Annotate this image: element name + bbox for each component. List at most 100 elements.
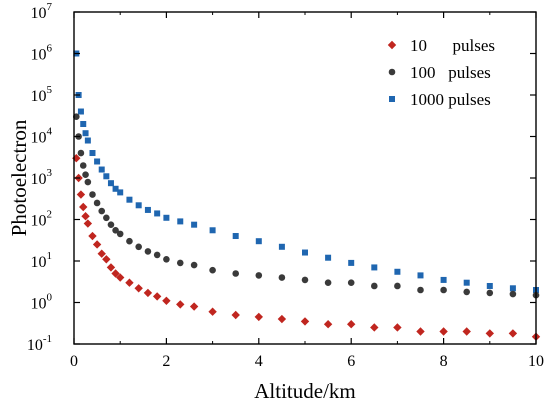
y-tick-base: 10 <box>31 254 47 271</box>
x-tick-label: 8 <box>440 353 448 370</box>
y-tick-base: 10 <box>31 47 47 64</box>
data-point-circle <box>103 214 110 222</box>
y-tick-exponent: 4 <box>47 126 53 138</box>
data-point-circle <box>116 230 124 238</box>
y-tick-label: 102 <box>31 209 53 230</box>
y-tick-base: 10 <box>31 88 47 105</box>
data-point-diamond <box>485 329 494 338</box>
y-tick-label: 101 <box>31 250 53 271</box>
data-point-circle <box>126 237 133 245</box>
y-tick-base: 10 <box>31 213 47 230</box>
data-point-diamond <box>152 292 162 301</box>
x-axis-title: Altitude/km <box>254 379 356 403</box>
data-point-diamond <box>76 190 86 199</box>
data-point-square <box>463 279 470 286</box>
data-point-circle <box>255 272 263 279</box>
data-point-circle <box>112 226 119 234</box>
data-point-square <box>278 243 285 250</box>
legend-marker-circle <box>388 68 396 76</box>
data-point-circle <box>486 289 494 297</box>
data-point-diamond <box>81 212 90 221</box>
data-point-circle <box>163 255 170 263</box>
data-point-circle <box>77 149 85 157</box>
data-marks <box>72 50 541 341</box>
data-point-square <box>84 137 91 144</box>
data-point-circle <box>371 282 378 290</box>
data-point-circle <box>463 288 471 296</box>
y-tick-label: 103 <box>31 167 53 188</box>
data-point-square <box>509 285 516 292</box>
y-tick-base: 10 <box>27 337 43 354</box>
y-tick-exponent: 0 <box>47 292 53 304</box>
y-tick-base: 10 <box>31 171 47 188</box>
data-point-square <box>89 150 96 157</box>
data-point-circle <box>347 279 355 286</box>
y-tick-label: 106 <box>31 43 53 64</box>
x-tick-label: 0 <box>70 353 78 370</box>
x-tick-label: 2 <box>162 353 170 370</box>
x-tick-label: 4 <box>255 353 263 370</box>
data-point-square <box>302 249 308 256</box>
y-tick-base: 10 <box>31 296 47 313</box>
data-point-circle <box>89 191 96 198</box>
y-tick-exponent: 6 <box>47 43 53 55</box>
data-point-diamond <box>277 314 287 324</box>
y-tick-exponent: -1 <box>43 333 52 345</box>
data-point-diamond <box>143 288 153 298</box>
y-tick-label: 10-1 <box>27 333 52 354</box>
data-point-circle <box>144 248 152 255</box>
data-point-square <box>209 227 216 234</box>
legend-label: 10 pulses <box>410 36 495 55</box>
data-point-circle <box>176 259 184 267</box>
data-point-diamond <box>231 310 240 320</box>
y-tick-label: 105 <box>31 84 53 105</box>
data-point-diamond <box>92 240 102 249</box>
data-point-square <box>371 264 378 271</box>
data-point-square <box>94 158 101 165</box>
data-point-diamond <box>176 300 185 309</box>
y-tick-label: 107 <box>31 1 53 22</box>
data-point-diamond <box>83 219 93 228</box>
legend-marker-square <box>389 96 395 102</box>
data-point-square <box>417 272 424 279</box>
series-diamond-points <box>72 153 541 341</box>
y-tick-exponent: 5 <box>47 84 53 96</box>
legend-marker-diamond <box>387 40 397 50</box>
data-point-circle <box>278 274 286 281</box>
data-point-diamond <box>347 319 356 329</box>
data-point-circle <box>301 276 309 284</box>
series-square-points <box>73 50 539 294</box>
y-tick-label: 104 <box>31 126 53 147</box>
y-tick-exponent: 3 <box>47 167 53 179</box>
data-point-circle <box>84 178 92 186</box>
y-axis-title: Photoelectron <box>7 119 31 236</box>
data-point-square <box>154 210 161 217</box>
data-point-circle <box>107 221 115 228</box>
data-point-diamond <box>300 317 310 326</box>
data-point-circle <box>394 282 401 290</box>
y-tick-exponent: 1 <box>47 250 53 262</box>
legend-label: 1000 pulses <box>410 90 491 109</box>
data-point-square <box>255 238 262 245</box>
data-point-square <box>191 221 198 228</box>
data-point-square <box>135 202 142 209</box>
data-point-square <box>232 233 239 240</box>
data-point-circle <box>209 266 216 274</box>
data-point-square <box>394 268 401 275</box>
data-point-diamond <box>508 329 518 338</box>
data-point-diamond <box>462 327 471 336</box>
data-point-diamond <box>416 327 425 336</box>
data-point-square <box>82 130 89 137</box>
y-axis-title-group: Photoelectron <box>7 119 31 236</box>
data-point-diamond <box>97 249 106 258</box>
data-point-square <box>486 282 493 289</box>
data-point-square <box>325 254 332 261</box>
data-point-square <box>440 276 447 283</box>
data-point-diamond <box>134 284 143 293</box>
y-tick-base: 10 <box>31 130 47 147</box>
data-point-diamond <box>88 231 97 241</box>
data-point-circle <box>190 261 198 269</box>
legend: 10 pulses 100 pulses 1000 pulses <box>387 36 495 109</box>
x-tick-label: 6 <box>347 353 355 370</box>
